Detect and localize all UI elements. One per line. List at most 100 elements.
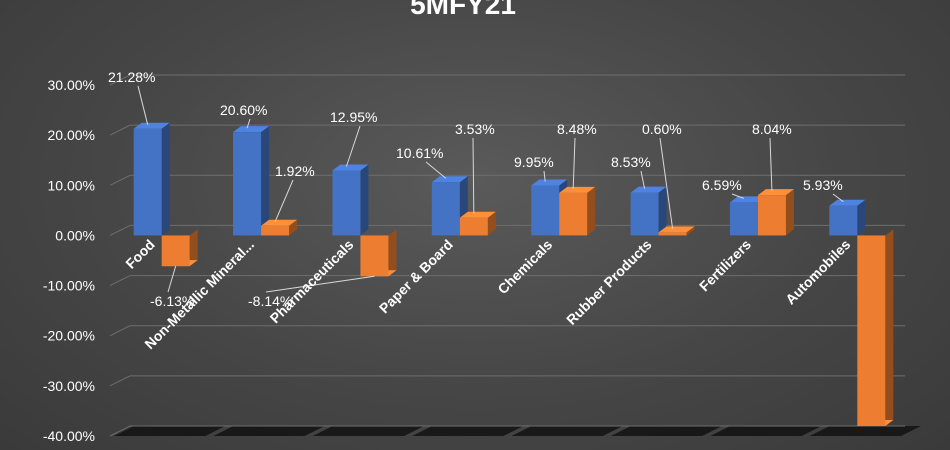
- bar-front: [133, 128, 162, 236]
- leader-line: [265, 275, 375, 293]
- gridline-slant: [109, 74, 131, 86]
- bar-series2-2: [360, 229, 397, 277]
- bar-top: [757, 189, 794, 196]
- bar-side: [487, 211, 496, 236]
- floor-segment: [610, 426, 723, 436]
- bar-series1-7: [829, 199, 866, 236]
- bar-side: [686, 226, 695, 236]
- floor-segment: [213, 426, 325, 436]
- leader-line: [472, 137, 475, 214]
- data-label-series2: -8.14%: [248, 293, 292, 309]
- bar-front: [233, 132, 262, 236]
- bar-top: [630, 186, 667, 193]
- data-label-series1: 21.28%: [108, 69, 155, 85]
- bar-series1-2: [332, 164, 369, 236]
- y-tick-label: -20.00%: [43, 328, 95, 344]
- leader-line: [640, 170, 646, 189]
- floor-segment: [809, 426, 921, 436]
- data-label-series2: 1.92%: [275, 163, 315, 179]
- leader-line: [425, 161, 447, 179]
- bars: [133, 122, 894, 426]
- bar-top: [233, 126, 270, 133]
- category-label: Rubber Products: [563, 236, 655, 328]
- leader-line: [274, 179, 294, 222]
- data-label-series1: 10.61%: [396, 145, 443, 161]
- data-label-series2: 8.48%: [557, 121, 597, 137]
- data-labels: 21.28% -6.13% 20.60% 1.92% 12.95% -8.14% 10.61…: [108, 69, 843, 309]
- bar-top: [729, 196, 766, 203]
- leader-line: [167, 266, 177, 293]
- gridline-slant: [109, 275, 131, 287]
- chart-floor: [114, 426, 921, 436]
- y-tick-label: -10.00%: [43, 278, 95, 294]
- bar-top: [531, 179, 568, 186]
- category-label: Food: [122, 236, 158, 272]
- bar-series2-0: [161, 229, 198, 267]
- bar-top: [459, 211, 496, 218]
- bar-series1-5: [630, 186, 667, 236]
- data-label-series2: -6.13%: [150, 293, 194, 309]
- bar-front: [729, 202, 758, 236]
- data-label-series2: 0.60%: [642, 121, 682, 137]
- leader-line: [345, 125, 361, 167]
- data-label-series2: 3.53%: [455, 121, 495, 137]
- bar-side: [289, 219, 298, 236]
- bar-side: [658, 186, 667, 236]
- y-tick-label: -30.00%: [43, 378, 95, 394]
- y-tick-label: 10.00%: [48, 177, 95, 193]
- bar-top: [431, 176, 468, 183]
- bar-front: [630, 192, 659, 236]
- gridline-slant: [109, 224, 131, 236]
- bar-front: [531, 185, 560, 236]
- bar-series2-7: [857, 229, 894, 426]
- floor-segment: [114, 426, 226, 436]
- y-tick-label: 20.00%: [48, 127, 95, 143]
- y-axis-ticks: 30.00% 20.00% 10.00% 0.00% -10.00% -20.00% -30…: [43, 77, 95, 444]
- data-label-series1: 12.95%: [330, 109, 377, 125]
- gridline-slant: [109, 174, 131, 186]
- bar-side: [885, 229, 894, 426]
- bar-front: [360, 235, 389, 277]
- bar-series2-5: [658, 226, 695, 236]
- data-label-series1: 6.59%: [702, 177, 742, 193]
- bar-side: [587, 186, 596, 236]
- y-tick-label: 0.00%: [55, 227, 95, 243]
- gridline-slant: [109, 325, 131, 337]
- leader-line: [832, 193, 844, 203]
- bar-side: [785, 189, 794, 236]
- bar-front: [829, 205, 858, 236]
- bar-side: [360, 164, 369, 236]
- bar-series2-1: [261, 219, 298, 236]
- floor-segment: [312, 426, 425, 436]
- data-label-series1: 20.60%: [220, 102, 267, 118]
- data-label-series1: 5.93%: [803, 177, 843, 193]
- bar-top: [261, 219, 298, 226]
- bar-front: [459, 217, 488, 236]
- bar-series2-4: [559, 186, 596, 236]
- bar-front: [559, 192, 588, 236]
- leader-line: [246, 118, 251, 129]
- bar-series2-3: [459, 211, 496, 236]
- bar-front: [757, 195, 786, 236]
- bar-top: [332, 164, 369, 171]
- bar-series1-0: [133, 122, 170, 236]
- data-label-series1: 8.53%: [611, 154, 651, 170]
- category-label: Fertilizers: [696, 236, 754, 294]
- bar-side: [261, 126, 270, 236]
- gridline-slant: [109, 425, 131, 437]
- floor-segment: [710, 426, 822, 436]
- leader-line: [543, 170, 546, 182]
- data-label-series2: 8.04%: [752, 121, 792, 137]
- data-label-series1: 9.95%: [514, 154, 554, 170]
- bar-front: [161, 235, 190, 267]
- bar-front: [658, 232, 687, 236]
- floor-segment: [412, 426, 524, 436]
- bar-top: [658, 226, 695, 233]
- bar-series1-1: [233, 126, 270, 236]
- floor-segment: [511, 426, 623, 436]
- bar-side: [189, 229, 198, 267]
- leader-line: [731, 193, 745, 199]
- bar-front: [857, 235, 886, 426]
